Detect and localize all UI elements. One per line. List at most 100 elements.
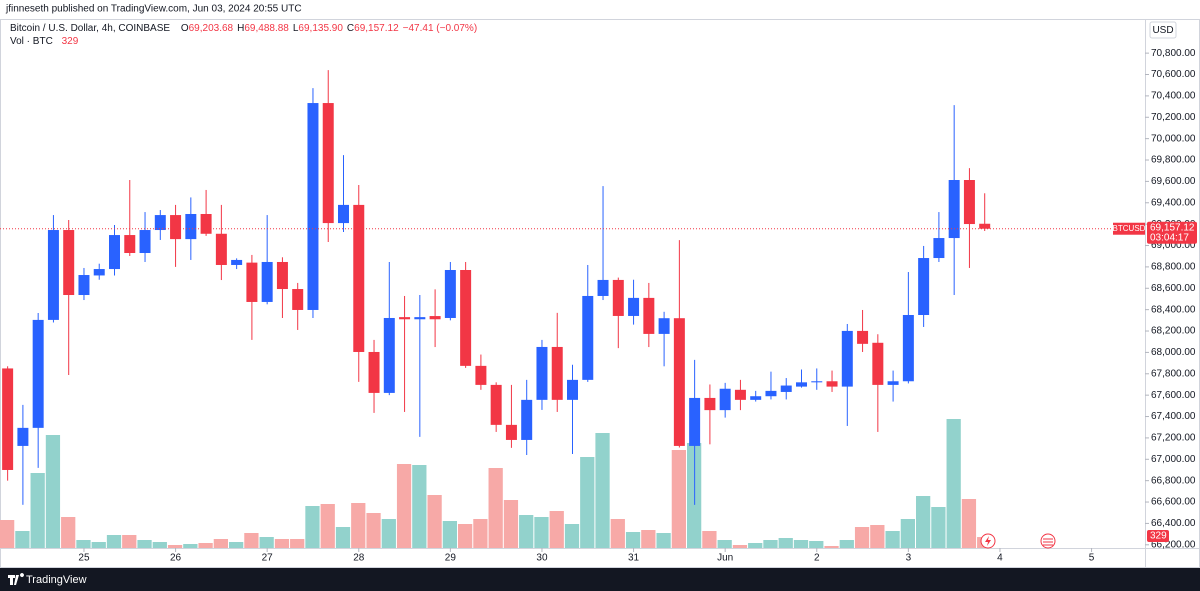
symbol-title: Bitcoin / U.S. Dollar, 4h, COINBASE [10,23,170,34]
candle-body [689,397,701,446]
volume-bar [549,511,564,548]
event-flag-icon[interactable] [1040,533,1056,549]
volume-bar [702,531,717,548]
last-price-box [1147,221,1197,244]
volume-bar [320,504,335,548]
legend-value: 69,135.90 [298,23,343,34]
volume-bar [595,433,610,548]
candle-body [170,215,182,240]
last-price-label: 69,157.12 [1150,222,1195,233]
candle-body [215,233,227,265]
x-tick-label: 29 [445,553,457,564]
candle-body [765,390,777,397]
volume-bar [488,468,503,548]
y-tick-label: 70,000.00 [1151,133,1196,144]
candle-body [246,262,258,302]
candle-body [948,180,960,239]
candle-body [734,389,746,400]
candle-body [811,381,823,383]
candle-body [521,399,533,440]
candle-body [582,295,594,380]
y-tick-label: 69,400.00 [1151,197,1196,208]
candle-body [414,317,426,320]
legend-value: 69,203.68 [189,23,234,34]
brand: TradingView [26,574,87,586]
volume-bar [351,503,366,548]
volume-bar [61,517,76,548]
volume-bar [259,537,274,548]
x-tick-label: 3 [906,553,912,564]
volume-bar [946,419,961,548]
x-tick-label: 30 [536,553,548,564]
candle-body [612,279,624,316]
volume-bar [534,517,549,548]
candle-body [475,365,487,385]
volume-bar [473,519,488,548]
volume-bar [198,543,213,548]
volume-bar [381,519,396,548]
candle-body [979,223,991,229]
candle-body [796,382,807,387]
candle-body [643,297,655,334]
y-tick-label: 68,000.00 [1151,347,1196,358]
candle-body [124,235,136,254]
countdown: 03:04:17 [1150,232,1189,243]
y-tick-label: 66,400.00 [1151,518,1196,529]
x-tick-label: Jun [717,553,733,564]
candle-body [322,103,334,224]
event-icon-bolt [985,536,991,546]
y-tick-label: 68,200.00 [1151,326,1196,337]
x-tick-label: 2 [814,553,820,564]
volume-bar [793,540,809,548]
volume-bar [641,530,656,548]
volume-legend: Vol · BTC 329 [10,36,79,47]
volume-bar [183,544,198,548]
volume-bar [824,546,839,548]
volume-bar [732,545,748,548]
volume-bar [870,525,885,548]
legend-key: L [293,23,299,34]
candle-body [918,258,930,315]
volume-bar [931,507,946,548]
volume-bar [564,524,580,548]
y-tick-label: 68,800.00 [1151,262,1196,273]
symbol-tag: BTCUSD [1113,224,1146,233]
currency-box[interactable] [1149,21,1177,39]
volume-bar [625,532,641,548]
event-flag-lines [1043,538,1053,546]
legend-key: O [181,23,189,34]
candle-body [353,204,365,352]
y-tick-label: 68,600.00 [1151,283,1196,294]
volume-bar [152,542,167,548]
candle-body [429,316,441,320]
y-tick-label: 67,400.00 [1151,411,1196,422]
candle-body [2,368,14,470]
volume-bar [778,538,793,548]
candle-body [307,103,319,310]
volume-bar [45,435,61,548]
volume-bar [809,541,824,548]
volume-bar [412,465,427,548]
candle-body [887,381,899,385]
volume-tag-box [1147,530,1169,542]
candle-body [261,261,273,302]
y-tick-label: 67,000.00 [1151,454,1196,465]
x-tick-label: 4 [997,553,1003,564]
volume-value: 329 [62,36,79,47]
candle-body [93,269,105,276]
candle-body [78,275,90,296]
volume-bar [106,535,122,548]
volume-bar [122,535,137,548]
legend: Bitcoin / U.S. Dollar, 4h, COINBASE O69,… [10,23,477,34]
candle-body [383,317,395,393]
y-tick-label: 67,600.00 [1151,390,1196,401]
volume-bar [76,540,91,548]
volume-bar [167,545,183,548]
volume-bar [274,539,290,548]
candle-body [185,213,197,240]
plot [0,70,992,548]
legend-change: −47.41 (−0.07%) [403,23,478,34]
footer [0,568,1200,591]
y-tick-label: 69,800.00 [1151,155,1196,166]
x-tick-label: 31 [628,553,640,564]
